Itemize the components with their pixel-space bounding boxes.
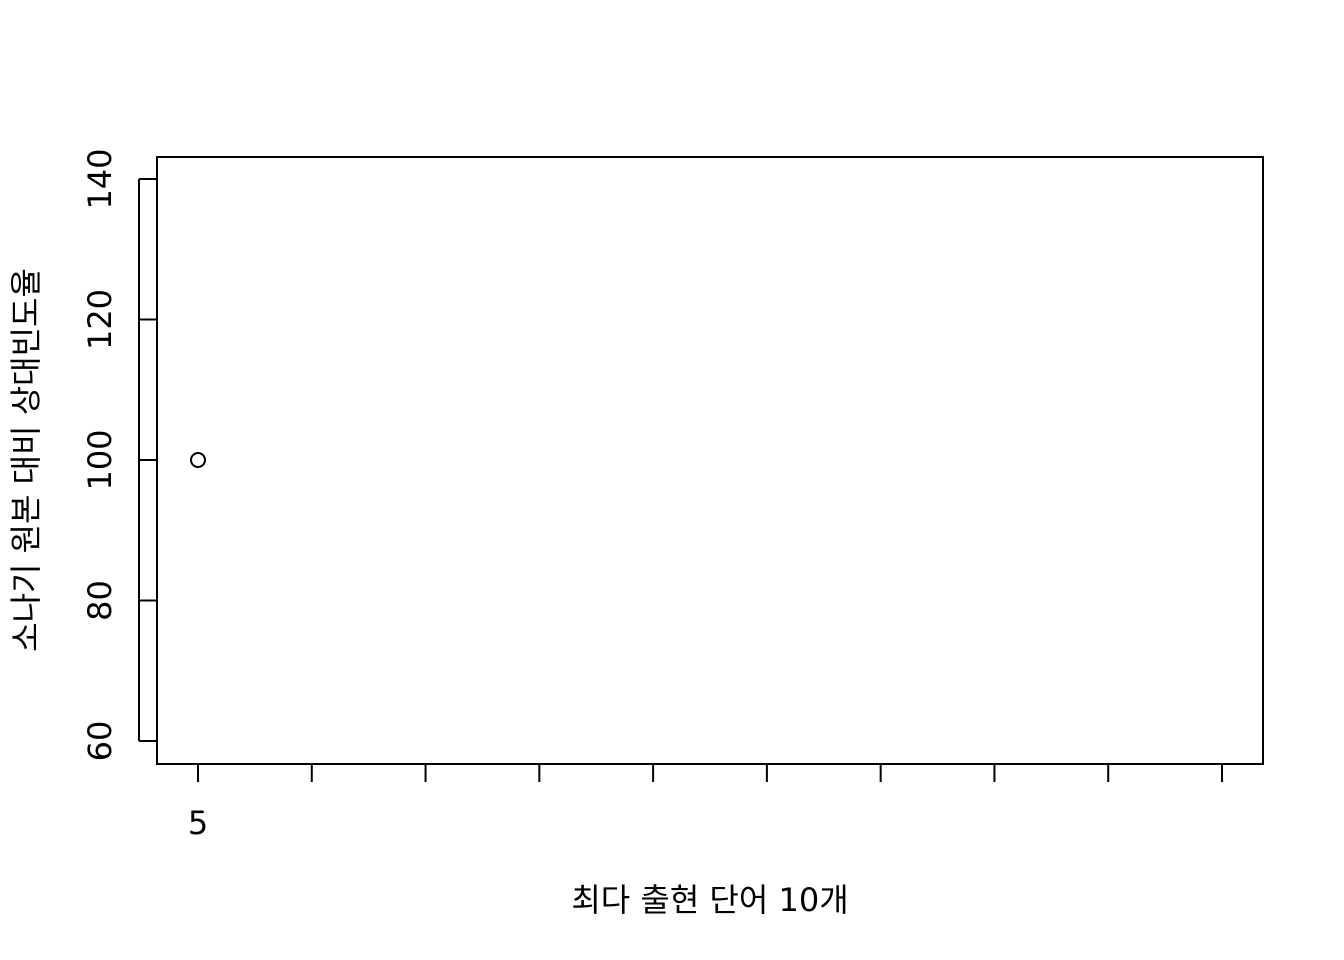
x-axis-title: 최다 출현 단어 10개 bbox=[571, 881, 848, 919]
y-tick-label: 120 bbox=[81, 289, 119, 350]
y-tick-label: 140 bbox=[81, 148, 119, 209]
plot-frame bbox=[156, 156, 1264, 765]
y-tick-label: 100 bbox=[81, 429, 119, 490]
y-tick-label: 80 bbox=[81, 580, 119, 621]
y-axis-title: 소나기 원본 대비 상대빈도율 bbox=[7, 268, 45, 652]
data-point bbox=[190, 452, 206, 468]
x-tick-label: 5 bbox=[188, 804, 208, 842]
data-points bbox=[190, 452, 206, 468]
y-tick-label: 60 bbox=[81, 721, 119, 762]
y-axis: 60 80 100 120 140 bbox=[81, 148, 157, 761]
x-axis: 5 bbox=[188, 763, 1223, 842]
